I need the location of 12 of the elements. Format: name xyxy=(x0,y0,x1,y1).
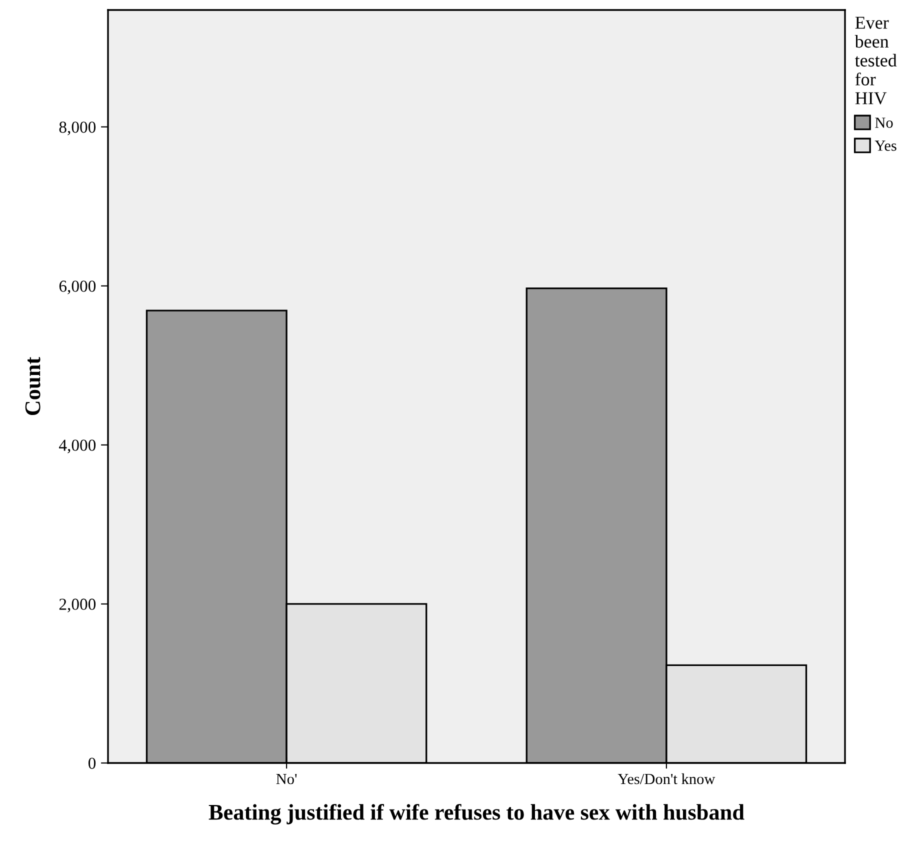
x-tick-label: No' xyxy=(276,774,297,784)
y-tick-label: 8,000 xyxy=(59,122,96,136)
y-tick-label: 0 xyxy=(88,758,96,769)
legend-title: Ever been tested for HIV xyxy=(854,16,897,104)
y-tick-label: 2,000 xyxy=(59,598,96,612)
legend-label: No xyxy=(875,118,893,128)
y-tick-label: 6,000 xyxy=(59,280,96,294)
y-tick-label: 4,000 xyxy=(59,440,96,454)
legend-label: Yes xyxy=(874,140,896,151)
x-tick-label: Yes/Don't know xyxy=(618,773,716,784)
y-axis-title: Count xyxy=(25,356,40,416)
x-axis-title: Beating justified if wife refuses to have sex with husband xyxy=(208,804,744,824)
